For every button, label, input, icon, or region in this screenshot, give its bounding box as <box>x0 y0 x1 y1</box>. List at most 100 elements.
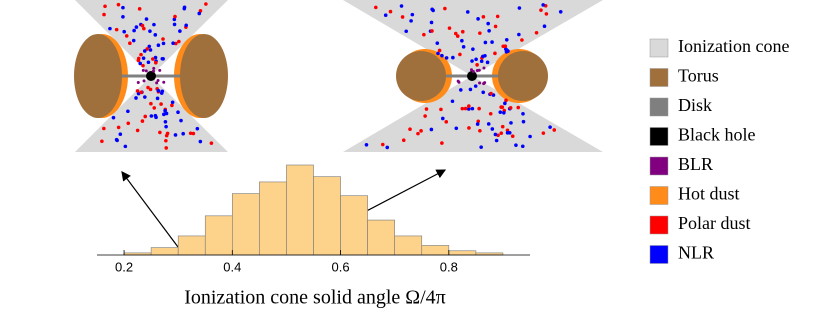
dot <box>139 52 143 57</box>
dot <box>153 33 158 37</box>
dot <box>539 8 543 12</box>
dot <box>481 15 486 19</box>
dot <box>172 17 177 22</box>
dot <box>191 131 196 136</box>
dot <box>483 53 487 58</box>
dot <box>477 106 481 111</box>
bar <box>313 176 341 256</box>
dot <box>440 141 444 145</box>
dot <box>159 91 164 95</box>
dot <box>475 122 480 126</box>
dot <box>465 10 470 14</box>
dot <box>486 122 491 126</box>
x-axis-label: Ionization cone solid angle Ω/4π <box>184 287 446 309</box>
dot <box>451 55 455 60</box>
legend-label: NLR <box>678 243 714 263</box>
dot <box>164 146 169 150</box>
dot <box>118 132 123 136</box>
dot <box>455 34 460 38</box>
dot <box>424 107 429 111</box>
dot <box>114 27 119 32</box>
dot <box>401 138 406 143</box>
dot <box>493 24 498 29</box>
dot <box>159 102 163 106</box>
dot <box>460 29 465 34</box>
dot <box>478 128 482 133</box>
cone <box>343 0 603 76</box>
dot <box>143 114 148 119</box>
dot <box>111 115 116 120</box>
dot <box>197 11 202 16</box>
dot <box>400 15 405 19</box>
dot <box>517 32 521 37</box>
legend: Ionization cone Torus Disk Black hole BLR Hot… <box>649 36 789 264</box>
dot <box>450 99 455 104</box>
dot <box>479 145 483 149</box>
dot <box>148 87 153 92</box>
dot <box>486 21 490 26</box>
dot <box>126 109 130 114</box>
blr-dot <box>151 69 155 73</box>
blr-dot <box>141 68 145 72</box>
dot <box>136 56 141 61</box>
dot <box>507 130 512 135</box>
torus <box>74 34 122 118</box>
dot <box>165 131 170 136</box>
dot <box>544 12 549 16</box>
legend-swatch <box>649 215 669 235</box>
dot <box>521 111 525 116</box>
dot <box>385 145 390 150</box>
dot <box>520 38 524 42</box>
dot <box>146 60 151 65</box>
dot <box>123 144 128 149</box>
dot <box>476 119 481 124</box>
dot <box>108 26 112 31</box>
dot <box>463 106 468 111</box>
dot <box>164 111 169 116</box>
dot <box>134 25 139 29</box>
legend-label: BLR <box>678 154 713 174</box>
dot <box>461 45 466 49</box>
blr-dot <box>162 80 166 84</box>
blr-dot <box>478 81 482 85</box>
dot <box>520 144 525 149</box>
dot <box>474 57 478 62</box>
dot <box>444 120 449 124</box>
dot <box>458 52 462 57</box>
dot <box>179 118 183 123</box>
arrow <box>121 171 179 248</box>
dot <box>542 24 547 29</box>
bar <box>150 247 179 256</box>
dot <box>502 111 506 115</box>
dot <box>121 5 125 10</box>
blr-dot <box>471 69 475 73</box>
black-hole <box>146 71 156 81</box>
dot <box>467 104 471 108</box>
dot <box>142 49 147 53</box>
dot <box>471 47 475 51</box>
dot <box>444 56 449 60</box>
dot <box>437 48 442 53</box>
dot <box>541 131 546 135</box>
dot <box>495 14 500 19</box>
dot <box>422 32 426 37</box>
dot <box>439 107 443 112</box>
dot <box>440 116 445 121</box>
dot <box>132 28 136 33</box>
dot <box>429 20 434 25</box>
legend-label: Polar dust <box>678 213 751 233</box>
dot <box>423 114 427 118</box>
dot <box>145 47 150 51</box>
blr-dot <box>156 79 160 83</box>
dot <box>408 127 412 131</box>
dot <box>116 125 121 130</box>
dot <box>528 134 532 139</box>
x-tick-label: 0.8 <box>440 259 458 274</box>
dot <box>468 87 473 92</box>
dot <box>124 34 129 38</box>
dot <box>510 134 515 139</box>
dot <box>102 126 106 131</box>
blr-dot <box>142 79 146 83</box>
dot <box>466 107 471 111</box>
dot <box>154 115 158 120</box>
